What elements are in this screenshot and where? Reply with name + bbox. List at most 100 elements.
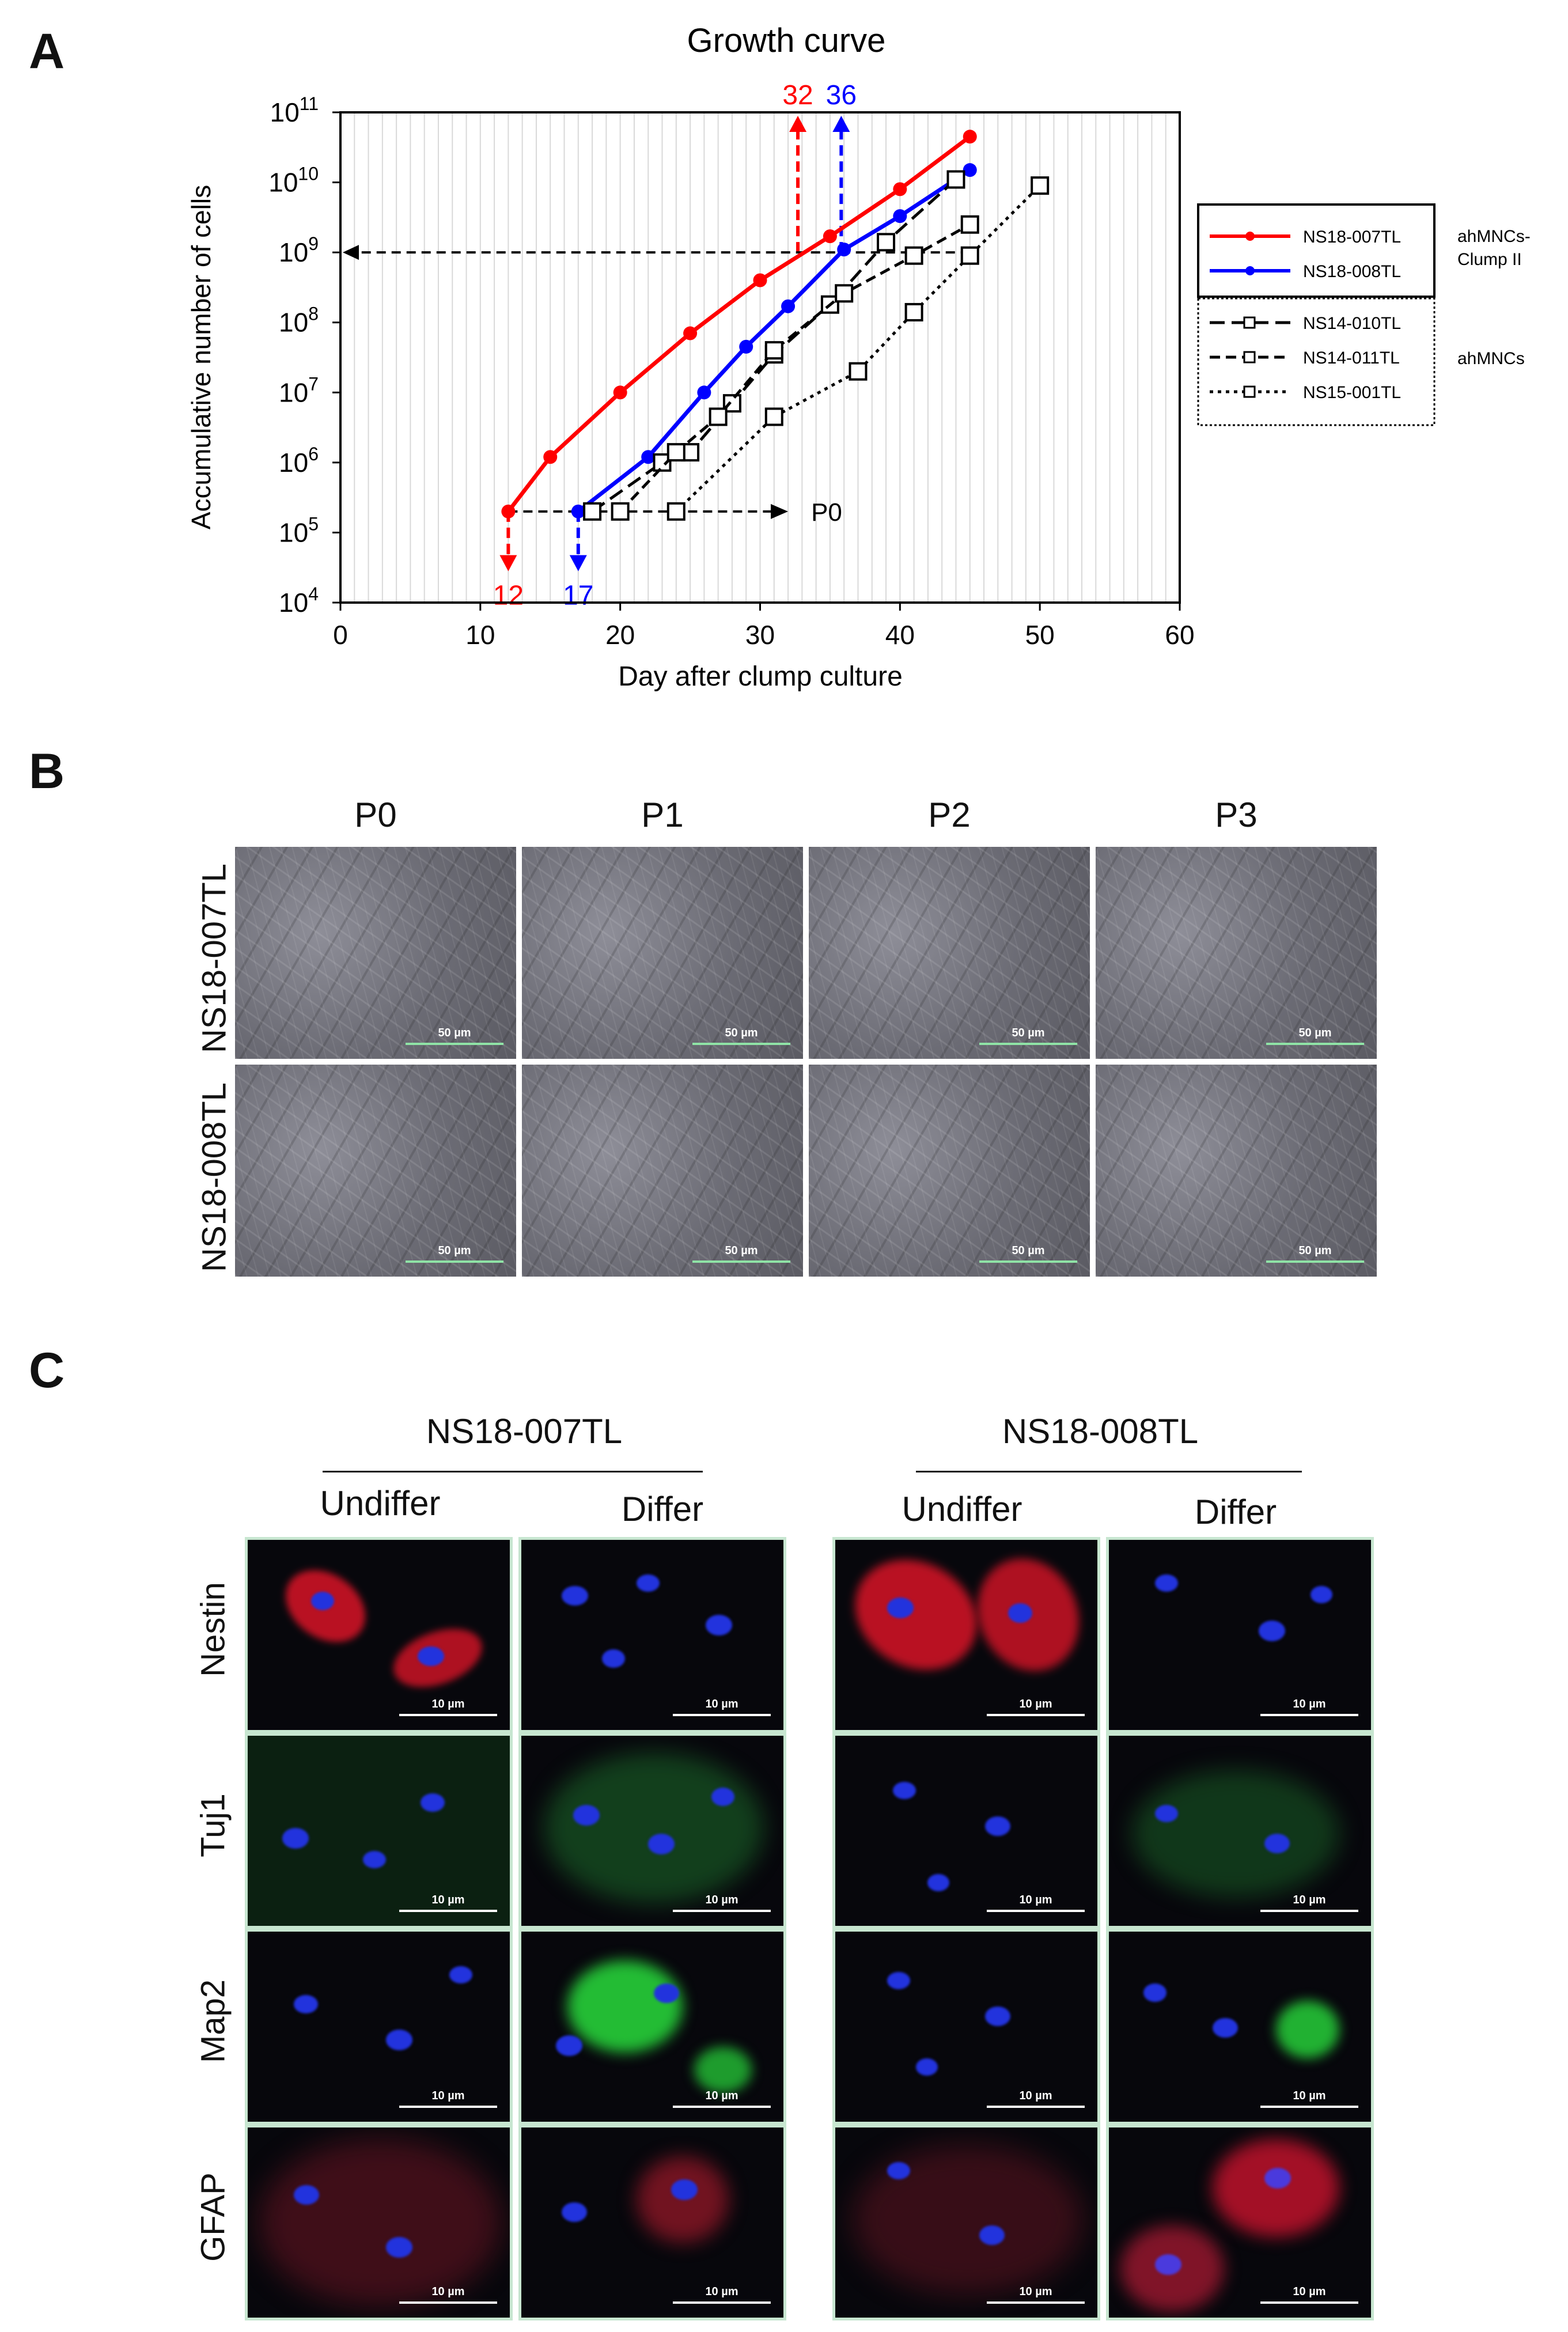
data-point — [501, 504, 516, 518]
legend-group-clump-line1: ahMNCs- — [1457, 227, 1531, 246]
data-point — [963, 130, 977, 144]
annot-day-36-head — [832, 116, 850, 132]
data-point — [583, 502, 602, 521]
scale-label: 10 µm — [431, 1698, 465, 1710]
y-tick-label: 106 — [279, 444, 319, 478]
panel-b-col-p3: P3 — [1215, 796, 1258, 834]
scale-label: 10 µm — [705, 2089, 738, 2102]
p0-label: P0 — [811, 498, 842, 527]
data-point — [666, 443, 685, 462]
legend-group-clump-line2: Clump II — [1457, 250, 1522, 269]
data-point — [893, 209, 907, 224]
data-point — [611, 502, 630, 521]
panel-b-row-ns18-007tl: NS18-007TL — [195, 864, 233, 1053]
panel-c-group-line-2 — [916, 1471, 1302, 1472]
scale-label: 10 µm — [1019, 1698, 1052, 1710]
annot-day-32-label: 32 — [782, 80, 813, 111]
series-line-ns14-011tl — [619, 223, 971, 513]
legend-label: NS15-001TL — [1303, 383, 1401, 402]
data-point — [893, 182, 907, 196]
legend-label: NS14-010TL — [1303, 314, 1401, 333]
panel-letter-c: C — [29, 1343, 65, 1398]
series-line-ns18-008tl — [577, 168, 971, 513]
data-point — [960, 215, 979, 234]
legend-label: NS18-007TL — [1303, 228, 1401, 247]
scale-label: 50 µm — [1012, 1027, 1045, 1039]
data-point — [613, 385, 627, 400]
scale-label: 10 µm — [431, 1894, 465, 1906]
x-tick-label: 40 — [885, 620, 915, 650]
data-point — [835, 284, 854, 303]
scale-label: 10 µm — [1019, 2089, 1052, 2102]
scale-label: 10 µm — [1293, 2089, 1326, 2102]
scale-label: 50 µm — [438, 1244, 471, 1257]
fluoro-gfap-008-differ: 10 µm — [1106, 2125, 1374, 2320]
x-tick-label: 30 — [745, 620, 775, 650]
legend-box-ahmncs — [1197, 297, 1436, 426]
panel-letter-a: A — [29, 24, 65, 79]
legend-marker — [1243, 385, 1256, 398]
scale-label: 10 µm — [1019, 1894, 1052, 1906]
data-point — [823, 229, 837, 244]
data-point — [963, 163, 977, 177]
annot-day-12-head — [499, 555, 517, 571]
scale-label: 50 µm — [725, 1027, 758, 1039]
annotation-arrows: 12 17 32 36 P0 — [343, 80, 970, 611]
legend-marker — [1243, 351, 1256, 364]
scale-label: 10 µm — [705, 2285, 738, 2298]
annot-day-12-label: 12 — [493, 581, 524, 611]
y-tick-label: 1011 — [270, 93, 319, 127]
panel-c-marker-nestin: Nestin — [194, 1582, 232, 1677]
y-tick-label: 108 — [279, 304, 319, 338]
panel-c-condition-differ-1: Differ — [621, 1490, 704, 1528]
panel-b-col-p2: P2 — [928, 796, 971, 834]
x-tick-label: 0 — [333, 620, 348, 650]
annot-day-36-label: 36 — [826, 80, 857, 111]
annot-day-32-head — [789, 116, 807, 132]
chart-title: Growth curve — [687, 22, 886, 59]
data-point — [877, 233, 896, 252]
annot-day-17-label: 17 — [563, 581, 593, 611]
scale-label: 10 µm — [1019, 2285, 1052, 2298]
legend-group-ahmncs: ahMNCs — [1457, 349, 1525, 368]
fluoro-gfap-008-undiffer: 10 µm — [832, 2125, 1100, 2320]
y-tick-label: 109 — [279, 233, 319, 267]
fluoro-nestin-007-differ: 10 µm — [518, 1537, 786, 1733]
scale-label: 10 µm — [705, 1698, 738, 1710]
fluoro-tuj1-008-differ: 10 µm — [1106, 1733, 1374, 1929]
x-tick-label: 50 — [1025, 620, 1055, 650]
y-tick-label: 105 — [279, 513, 319, 547]
scale-label: 10 µm — [1293, 1894, 1326, 1906]
scale-label: 50 µm — [1298, 1244, 1332, 1257]
legend-label: NS18-008TL — [1303, 262, 1401, 281]
data-point — [709, 407, 728, 426]
grid-lines — [354, 112, 1166, 603]
legend-box-clump — [1197, 203, 1436, 298]
fluoro-nestin-008-differ: 10 µm — [1106, 1537, 1374, 1733]
panel-letter-b: B — [29, 744, 65, 799]
scale-label: 10 µm — [431, 2285, 465, 2298]
micrograph-ns18-007tl-p3: 50 µm — [1096, 847, 1377, 1059]
series-layer — [501, 130, 1050, 521]
fluoro-gfap-007-undiffer: 10 µm — [245, 2125, 513, 2320]
fluoro-nestin-007-undiffer: 10 µm — [245, 1537, 513, 1733]
fluoro-map2-008-undiffer: 10 µm — [832, 1929, 1100, 2125]
y-tick-label: 104 — [279, 584, 319, 618]
micrograph-ns18-007tl-p0: 50 µm — [235, 847, 516, 1059]
fluoro-tuj1-008-undiffer: 10 µm — [832, 1733, 1100, 1929]
panel-c-condition-undiffer-1: Undiffer — [320, 1484, 441, 1523]
data-point — [764, 341, 783, 360]
level-1e9-head — [343, 245, 359, 260]
panel-c-group-line-1 — [323, 1471, 703, 1472]
annot-day-17-head — [569, 555, 587, 571]
data-point — [904, 246, 923, 265]
panel-c-group-ns18-007tl: NS18-007TL — [426, 1412, 623, 1451]
data-point — [641, 450, 656, 464]
scale-label: 50 µm — [1298, 1027, 1332, 1039]
data-point — [697, 385, 711, 400]
panel-c-condition-differ-2: Differ — [1194, 1493, 1277, 1531]
panel-c-marker-map2: Map2 — [194, 1979, 232, 2064]
panel-b-col-p0: P0 — [354, 796, 397, 834]
series-line-ns15-001tl — [675, 184, 1041, 513]
scale-label: 50 µm — [438, 1027, 471, 1039]
